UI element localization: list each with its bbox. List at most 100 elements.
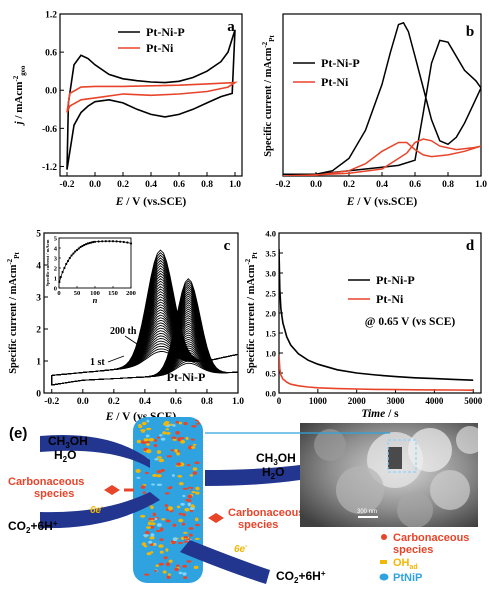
inset-point [77,247,80,250]
nanowire-particle [189,474,193,477]
nanowire-particle [152,571,156,575]
panel-c-label: c [224,238,231,254]
inset-point [63,266,66,270]
inset-point [108,240,111,243]
panel-c-ytick-label: 5 [36,230,41,240]
panel-c-ytick-label: 2 [36,326,41,336]
nanowire-particle [143,545,148,548]
products-left: CO2+6H+ [8,519,58,535]
nanowire-particle [156,456,162,459]
nanowire-particle [164,420,170,425]
legend-carbonaceous-marker [381,534,387,540]
nanowire-particle [191,425,197,428]
nanowire-particle [184,507,190,512]
panel-a-xtick-label: 0.6 [173,180,185,190]
panel-d-xtick-label: 5000 [464,396,483,406]
panel-b-series-line [283,138,481,176]
nanowire-particle [174,448,178,453]
nanowire-particle [160,437,166,441]
nanowire-particle [167,573,171,576]
inset-point [126,241,129,244]
nanowire-particle [179,437,185,440]
nanowire-particle [169,423,174,426]
nanowire-particle [190,504,195,508]
panel-c-ytick-label: 3 [36,294,41,304]
panel-c-annotation-1st: 1 st [90,357,105,368]
nanowire-particle [145,530,150,535]
nanowire-particle [183,576,188,579]
inset-ytick-label: 0 [54,285,57,292]
panel-c-xtick-label: 0.8 [201,397,213,407]
panel-d-series [279,248,474,391]
panel-d-xtick-label: 0 [277,396,282,406]
panel-d-ytick-label: 2.0 [265,309,276,319]
inset-point [81,244,84,248]
nanowire-particle [172,523,177,527]
bowtie-right-icon [208,513,224,523]
nanowire-particle [162,431,167,435]
nanowire-particle [158,562,164,566]
panel-b-series [283,21,481,176]
nanowire-particle [165,548,169,552]
panel-c-xtick-label: 0.6 [170,397,182,407]
legend-entry: Pt-Ni [376,292,404,306]
panel-d-ytick-label: 4.0 [265,229,276,239]
nanowire-particle [165,562,170,567]
inset-ytick-label: 1 [54,275,57,282]
panel-b: -0.2 0.0 0.2 0.4 0.6 0.8 1.0 Pt-Ni-P Pt-Ni b E … [261,13,487,208]
inset-ylabel: Specific current / mAcm [45,239,50,286]
carbonaceous-left-line1: Carbonaceous [8,476,84,488]
nanowire-particle [194,461,200,465]
nanowire-particle [158,443,163,446]
panel-c-series [51,249,238,386]
carbonaceous-left-line2: species [34,488,74,500]
nanowire-particle [168,559,173,563]
panel-a-xlabel: E / V (vs.SCE) [115,196,187,208]
nanowire-particle [183,421,188,426]
methanol-left: CH3OH [48,434,88,450]
inset-point [79,245,82,249]
nanowire-particle [183,536,189,539]
nanowire-particle [146,526,151,529]
nanowire-particle [174,567,179,572]
arrow-out-right [180,540,270,584]
panel-c-frame [43,232,239,394]
nanowire-particle [154,458,159,461]
nanowire-particle [182,494,186,498]
legend-ptnip: PtNiP [393,572,422,584]
panel-b-xtick-label: 0.8 [442,180,454,190]
nanowire-particle [187,494,192,499]
panel-a-series [66,29,238,170]
arrow-in-right [205,465,300,486]
nanowire-particle [178,421,182,425]
nanowire-particle [183,540,189,543]
panel-d-series-line [279,248,474,381]
nanowire-particle [140,429,146,432]
nanowire-particle [166,432,171,435]
nanowire-particle [166,455,172,458]
nanowire-particle [195,517,199,522]
inset-point [111,240,115,243]
inset-xtick-label: 200 [126,290,136,297]
panel-a-xtick-label: 0.4 [145,180,157,190]
nanowire-particle [150,551,154,554]
nanowire-particle [193,565,199,570]
panel-e: (e) CH3OH H2O Carbonaceous species 6e- C… [8,417,478,585]
panel-d-xtick-label: 4000 [425,396,444,406]
nanowire-particle [156,523,162,527]
nanowire-particle [178,571,183,575]
nanowire-particle [142,491,146,494]
legend-entry: Pt-Ni-P [321,56,360,70]
nanowire-particle [141,421,147,426]
panel-c-annotation-200th: 200 th [110,326,137,337]
nanowire-particle [180,502,185,506]
panel-d-ytick-label: 1.0 [265,349,276,359]
panel-c-ytick-label: 4 [36,262,41,272]
inset-point [88,241,91,245]
nanowire-particle [156,436,160,439]
inset-ytick-label: 4 [54,245,58,252]
nanowire-particle [171,474,175,477]
nanowire-particle [146,449,152,454]
nanowire-particle [195,523,200,527]
inset-point [93,240,97,243]
